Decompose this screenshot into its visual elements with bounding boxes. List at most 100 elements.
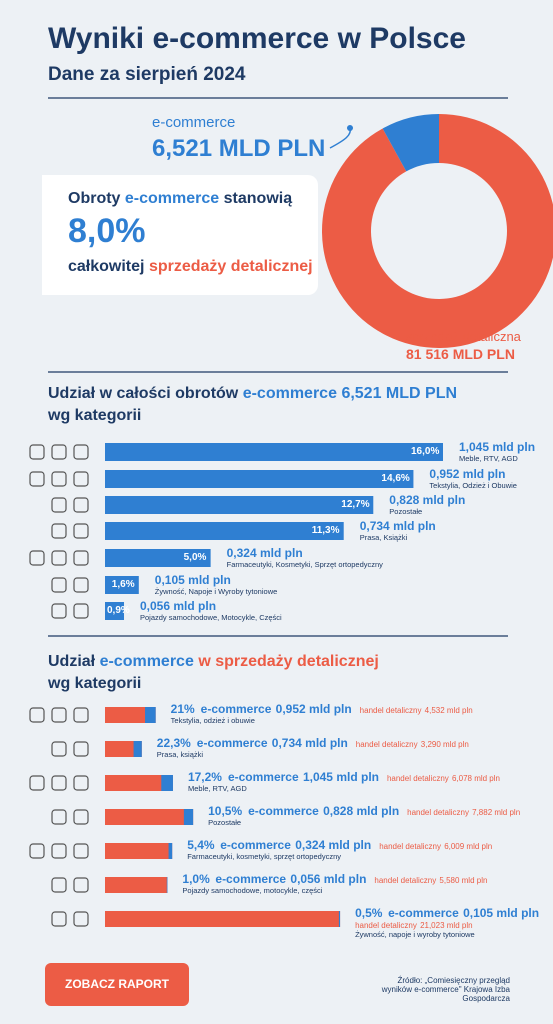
icon: [51, 550, 67, 566]
series-value: 21,023 mld pln: [420, 921, 473, 930]
share-label: 17,2%: [187, 770, 222, 784]
category-label: Pozostałe: [208, 818, 242, 827]
section-subtitle: wg kategorii: [48, 407, 142, 424]
share-label: 0,5%: [355, 906, 383, 920]
category-label: Tekstylia, Odzież i Obuwie: [429, 481, 517, 490]
bar: [168, 843, 173, 859]
series-value: 0,828 mld pln: [323, 804, 400, 818]
icon: [73, 497, 89, 513]
icon: [73, 577, 89, 593]
icon: [73, 707, 89, 723]
icon: [73, 843, 89, 859]
text: sprzedaży detalicznej: [148, 258, 313, 275]
subtitle: Dane za sierpień 2024: [48, 64, 246, 85]
source: Źródło: „Comiesięczny przegląd wyników e…: [381, 976, 510, 1004]
donut-value: 6,521 MLD PLN: [152, 135, 326, 162]
report-button-label[interactable]: ZOBACZ RAPORT: [65, 977, 169, 991]
bar: [105, 602, 125, 620]
amount-label: 0,056 mld pln: [140, 599, 217, 613]
text: w sprzedaży detalicznej: [198, 653, 379, 670]
series-value: 0,105 mld pln: [463, 906, 540, 920]
amount-label: 0,734 mld pln: [359, 519, 436, 533]
series-name: handel detaliczny: [379, 842, 442, 851]
text: 6,521 MLD PLN: [341, 385, 458, 402]
bar: [105, 775, 173, 791]
series-value: 4,532 mld pln: [424, 706, 473, 715]
bar: [145, 707, 156, 723]
icon: [29, 471, 45, 487]
donut-value: 81 516 MLD PLN: [406, 346, 515, 362]
share-label: 5,4%: [187, 838, 215, 852]
bar: [105, 809, 194, 825]
value-label: 12,7%: [341, 499, 370, 510]
value-label: 5,0%: [183, 552, 207, 563]
section-subtitle: wg kategorii: [48, 675, 142, 692]
series-value: 1,045 mld pln: [302, 770, 379, 784]
series-name: e-commerce: [200, 702, 272, 716]
title: Wyniki e-commerce w Polsce: [48, 22, 466, 55]
icon: [29, 775, 45, 791]
text: całkowitej: [68, 258, 145, 275]
category-label: Pojazdy samochodowe, Motocykle, Części: [140, 613, 282, 622]
bar: [105, 496, 374, 514]
icon: [51, 911, 67, 927]
series-value: 5,580 mld pln: [439, 876, 488, 885]
share-label: 1,0%: [182, 872, 210, 886]
series-name: e-commerce: [220, 838, 291, 852]
series-value: 6,009 mld pln: [444, 842, 493, 851]
bar: [105, 911, 341, 927]
series-name: handel detaliczny: [407, 808, 469, 817]
icon: [51, 809, 67, 825]
icon: [29, 707, 45, 723]
icon: [51, 603, 67, 619]
connector: [329, 127, 352, 149]
bar: [105, 470, 414, 488]
callout-text: Obroty e-commerce stanowią: [68, 190, 292, 208]
icon: [51, 707, 67, 723]
icon: [51, 877, 67, 893]
value-label: 16,0%: [411, 446, 440, 457]
icon: [73, 444, 89, 460]
donut-label: e-commerce: [152, 114, 236, 131]
series-name: e-commerce: [196, 736, 268, 750]
icon: [73, 775, 89, 791]
icon: [73, 911, 89, 927]
series-value: 0,056 mld pln: [290, 872, 367, 886]
bar: [166, 877, 168, 893]
donut-slice: [322, 114, 553, 348]
text: e-commerce: [99, 653, 194, 670]
bar: [105, 576, 139, 594]
category-label: Meble, RTV, AGD: [459, 454, 518, 463]
donut-label: sprzedaż detaliczna: [406, 329, 521, 344]
category-label: Prasa, książki: [156, 750, 204, 759]
connector-dot: [347, 125, 353, 131]
series-value: 0,952 mld pln: [275, 702, 352, 716]
section-title: Udział e-commerce w sprzedaży detaliczne…: [48, 653, 379, 671]
category-label: Żywność, napoje i wyroby tytoniowe: [355, 930, 475, 939]
icon: [51, 444, 67, 460]
callout-share: 8,0%: [68, 212, 146, 250]
category-label: Farmaceutyki, Kosmetyki, Sprzęt ortopedy…: [226, 560, 383, 569]
bar: [105, 549, 211, 567]
icon: [51, 497, 67, 513]
amount-label: 1,045 mld pln: [459, 440, 536, 454]
series-value: 6,078 mld pln: [451, 774, 500, 783]
bar: [161, 775, 173, 791]
series-name: handel detaliczny: [359, 706, 422, 715]
value-label: 11,3%: [311, 525, 340, 536]
share-label: 21%: [170, 702, 195, 716]
series-name: e-commerce: [227, 770, 299, 784]
report-button[interactable]: [45, 963, 189, 1006]
icon: [73, 741, 89, 757]
text: Udział w całości obrotów: [48, 385, 239, 402]
category-label: Pojazdy samochodowe, motocykle, części: [182, 886, 323, 895]
category-label: Farmaceutyki, kosmetyki, sprzęt ortopedy…: [187, 852, 341, 861]
icon: [51, 843, 67, 859]
amount-label: 0,324 mld pln: [226, 546, 303, 560]
bar: [105, 877, 168, 893]
amount-label: 0,105 mld pln: [154, 573, 231, 587]
series-name: e-commerce: [215, 872, 287, 886]
bar: [133, 741, 142, 757]
text: stanowią: [223, 190, 293, 207]
